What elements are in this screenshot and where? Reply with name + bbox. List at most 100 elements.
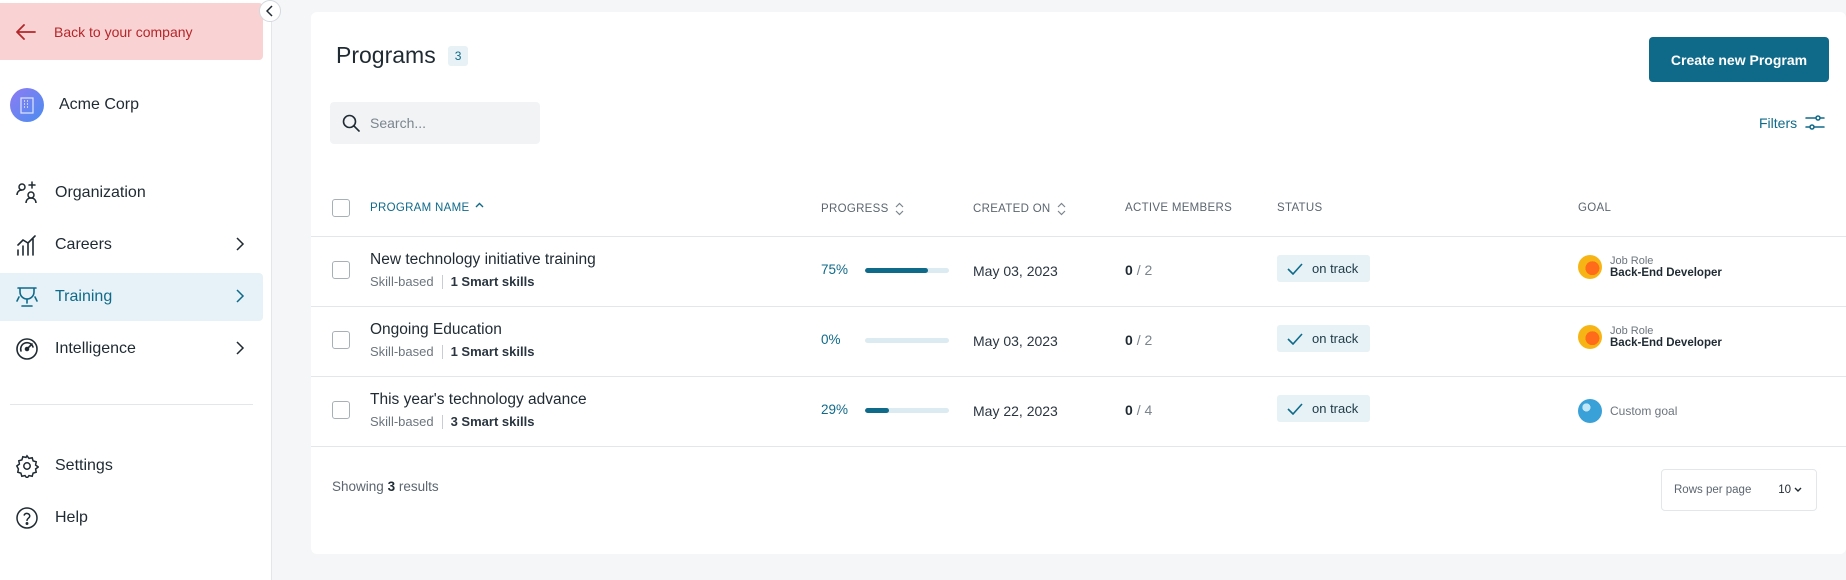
goal-label: Job Role	[1610, 255, 1654, 267]
header-label: STATUS	[1277, 202, 1323, 214]
sidebar-item-label: Careers	[55, 236, 112, 253]
sidebar-item-training[interactable]: Training	[0, 273, 263, 321]
goal-value: Back-End Developer	[1610, 337, 1722, 349]
search-placeholder: Search...	[370, 115, 427, 131]
program-skills: 1 Smart skills	[450, 274, 535, 289]
chevron-left-icon	[266, 5, 273, 17]
status-text: on track	[1312, 401, 1359, 416]
filters-label: Filters	[1759, 115, 1798, 131]
members-total: / 2	[1136, 262, 1153, 278]
row-checkbox[interactable]	[332, 331, 350, 349]
custom-goal-icon	[1578, 399, 1602, 423]
sidebar-item-label: Training	[55, 288, 113, 305]
training-icon	[14, 284, 40, 310]
row-checkbox[interactable]	[332, 261, 350, 279]
chevron-down-icon	[1794, 487, 1802, 492]
intelligence-icon	[14, 336, 40, 362]
goal-cell: Custom goal	[1578, 399, 1677, 423]
goal-label: Job Role	[1610, 325, 1654, 337]
check-icon	[1287, 332, 1303, 345]
table-row-divider	[311, 376, 1846, 377]
sidebar-item-label: Organization	[55, 184, 146, 201]
search-input[interactable]: Search...	[330, 102, 540, 144]
sidebar-item-settings[interactable]: Settings	[0, 442, 263, 490]
members-active: 0	[1125, 262, 1133, 278]
page-title: Programs 3	[336, 42, 469, 69]
program-skills: 3 Smart skills	[450, 414, 535, 429]
goal-cell: Job Role Back-End Developer	[1578, 255, 1722, 279]
sidebar-item-intelligence[interactable]: Intelligence	[0, 325, 263, 373]
check-icon	[1287, 402, 1303, 415]
status-text: on track	[1312, 261, 1359, 276]
column-header-active-members: ACTIVE MEMBERS	[1125, 202, 1232, 214]
rows-per-page-select[interactable]: Rows per page 10	[1661, 469, 1817, 511]
active-members: 0 / 2	[1125, 332, 1152, 348]
status-text: on track	[1312, 331, 1359, 346]
sidebar-item-organization[interactable]: Organization	[0, 169, 263, 217]
members-total: / 2	[1136, 332, 1153, 348]
program-type: Skill-based	[370, 414, 434, 429]
program-name-link[interactable]: New technology initiative training	[370, 251, 596, 268]
status-badge: on track	[1277, 255, 1371, 282]
row-checkbox[interactable]	[332, 401, 350, 419]
sort-asc-icon	[475, 202, 484, 208]
active-members: 0 / 4	[1125, 402, 1152, 418]
created-date: May 03, 2023	[973, 333, 1058, 349]
chevron-right-icon	[236, 289, 245, 303]
organization-icon	[14, 180, 40, 206]
members-active: 0	[1125, 402, 1133, 418]
column-header-created-on[interactable]: CREATED ON	[973, 202, 1066, 216]
header-label: PROGRESS	[821, 203, 889, 215]
goal-value: Back-End Developer	[1610, 267, 1722, 279]
rows-per-page-label: Rows per page	[1674, 484, 1752, 496]
company-name: Acme Corp	[59, 96, 140, 113]
active-members: 0 / 2	[1125, 262, 1152, 278]
program-name-link[interactable]: Ongoing Education	[370, 321, 502, 338]
sidebar: Back to your company Acme Corp Organizat…	[0, 0, 272, 580]
program-type: Skill-based	[370, 274, 434, 289]
column-header-status: STATUS	[1277, 202, 1322, 214]
created-date: May 03, 2023	[973, 263, 1058, 279]
results-count: Showing 3 results	[332, 479, 439, 494]
collapse-sidebar-button[interactable]	[259, 0, 281, 22]
progress-bar	[865, 338, 949, 343]
back-to-company-link[interactable]: Back to your company	[0, 3, 263, 60]
column-header-goal: GOAL	[1578, 202, 1611, 214]
column-header-progress[interactable]: PROGRESS	[821, 202, 904, 216]
filters-button[interactable]: Filters	[1759, 114, 1825, 132]
program-count-badge: 3	[447, 45, 469, 66]
header-label: PROGRAM NAME	[370, 202, 470, 214]
column-header-program-name[interactable]: PROGRAM NAME	[370, 202, 484, 214]
careers-icon	[14, 232, 40, 258]
progress-bar	[865, 408, 949, 413]
header-label: CREATED ON	[973, 203, 1051, 215]
company-logo	[10, 88, 44, 122]
create-program-button[interactable]: Create new Program	[1649, 37, 1829, 82]
sort-icon	[1057, 202, 1065, 216]
sidebar-item-help[interactable]: Help	[0, 494, 263, 542]
back-label: Back to your company	[54, 23, 193, 40]
sort-icon	[895, 202, 904, 216]
rows-per-page-number: 10	[1778, 484, 1791, 496]
table-row-divider	[311, 446, 1846, 447]
select-all-checkbox[interactable]	[332, 199, 350, 217]
company-switcher[interactable]: Acme Corp	[10, 88, 139, 122]
sidebar-item-label: Settings	[55, 457, 113, 474]
chevron-right-icon	[236, 341, 245, 355]
help-icon	[14, 505, 40, 531]
filters-icon	[1805, 115, 1825, 130]
job-role-icon	[1578, 255, 1602, 279]
gear-icon	[14, 453, 40, 479]
arrow-left-icon	[16, 23, 36, 40]
table-divider	[311, 236, 1846, 237]
program-name-link[interactable]: This year's technology advance	[370, 391, 587, 408]
sidebar-item-label: Intelligence	[55, 340, 136, 357]
goal-value: Custom goal	[1610, 404, 1678, 418]
program-skills: 1 Smart skills	[450, 344, 535, 359]
status-badge: on track	[1277, 325, 1371, 352]
progress-percent: 75%	[821, 262, 849, 277]
created-date: May 22, 2023	[973, 403, 1058, 419]
sidebar-item-careers[interactable]: Careers	[0, 221, 263, 269]
program-meta: Skill-based 1 Smart skills	[370, 344, 534, 359]
showing-prefix: Showing	[332, 479, 384, 494]
